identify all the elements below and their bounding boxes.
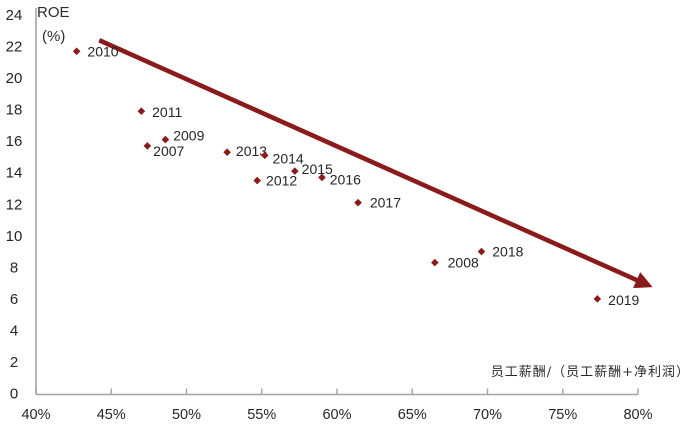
data-point-2019	[593, 295, 602, 303]
data-point-2012	[253, 176, 262, 185]
x-tick-label-55%: 55%	[247, 407, 276, 423]
x-tick-label-80%: 80%	[623, 407, 652, 423]
data-point-2017	[354, 198, 362, 207]
data-point-2010	[72, 47, 81, 56]
data-label-2014: 2014	[273, 150, 304, 166]
y-tick-label-4: 4	[10, 322, 18, 339]
y-tick-label-2: 2	[10, 354, 18, 371]
data-label-2019: 2019	[608, 292, 639, 308]
data-point-2011	[137, 107, 146, 116]
data-label-2010: 2010	[87, 43, 118, 59]
y-tick-label-10: 10	[6, 228, 23, 245]
x-tick-label-75%: 75%	[548, 407, 577, 423]
data-label-2012: 2012	[266, 173, 297, 189]
data-label-2008: 2008	[448, 255, 479, 271]
y-axis-unit: (%)	[42, 28, 66, 45]
data-point-2018	[477, 247, 486, 256]
y-tick-label-8: 8	[10, 259, 18, 276]
data-label-2016: 2016	[330, 171, 361, 187]
data-point-2013	[223, 148, 231, 157]
x-axis-title: 员工薪酬/（员工薪酬+净利润）	[490, 365, 690, 380]
y-tick-label-16: 16	[6, 133, 23, 150]
data-point-2008	[431, 258, 439, 267]
data-point-2014	[260, 151, 269, 160]
y-tick-label-12: 12	[6, 196, 23, 213]
data-point-2009	[161, 135, 170, 144]
data-label-2011: 2011	[152, 104, 182, 120]
x-tick-label-70%: 70%	[473, 407, 502, 423]
data-label-2015: 2015	[302, 161, 333, 177]
trend-arrow	[98, 38, 653, 289]
x-tick-label-45%: 45%	[97, 407, 126, 423]
data-point-2015	[291, 167, 299, 175]
x-tick-label-60%: 60%	[322, 407, 351, 423]
y-tick-label-22: 22	[6, 39, 23, 56]
y-tick-label-6: 6	[10, 291, 18, 308]
y-tick-label-24: 24	[6, 7, 23, 24]
data-label-2018: 2018	[492, 244, 523, 260]
y-axis-title: ROE	[37, 4, 70, 21]
x-tick-label-40%: 40%	[21, 407, 50, 423]
data-label-2009: 2009	[173, 128, 204, 144]
y-tick-label-0: 0	[10, 386, 18, 403]
data-point-2016	[318, 173, 326, 182]
x-tick-label-50%: 50%	[172, 407, 201, 423]
x-tick-label-65%: 65%	[398, 407, 427, 423]
y-tick-label-14: 14	[6, 165, 23, 182]
data-label-2013: 2013	[236, 143, 267, 159]
y-tick-label-20: 20	[6, 70, 23, 87]
data-label-2007: 2007	[153, 143, 184, 159]
data-label-2017: 2017	[370, 195, 401, 211]
y-tick-label-18: 18	[6, 102, 23, 119]
data-point-2007	[143, 142, 152, 150]
